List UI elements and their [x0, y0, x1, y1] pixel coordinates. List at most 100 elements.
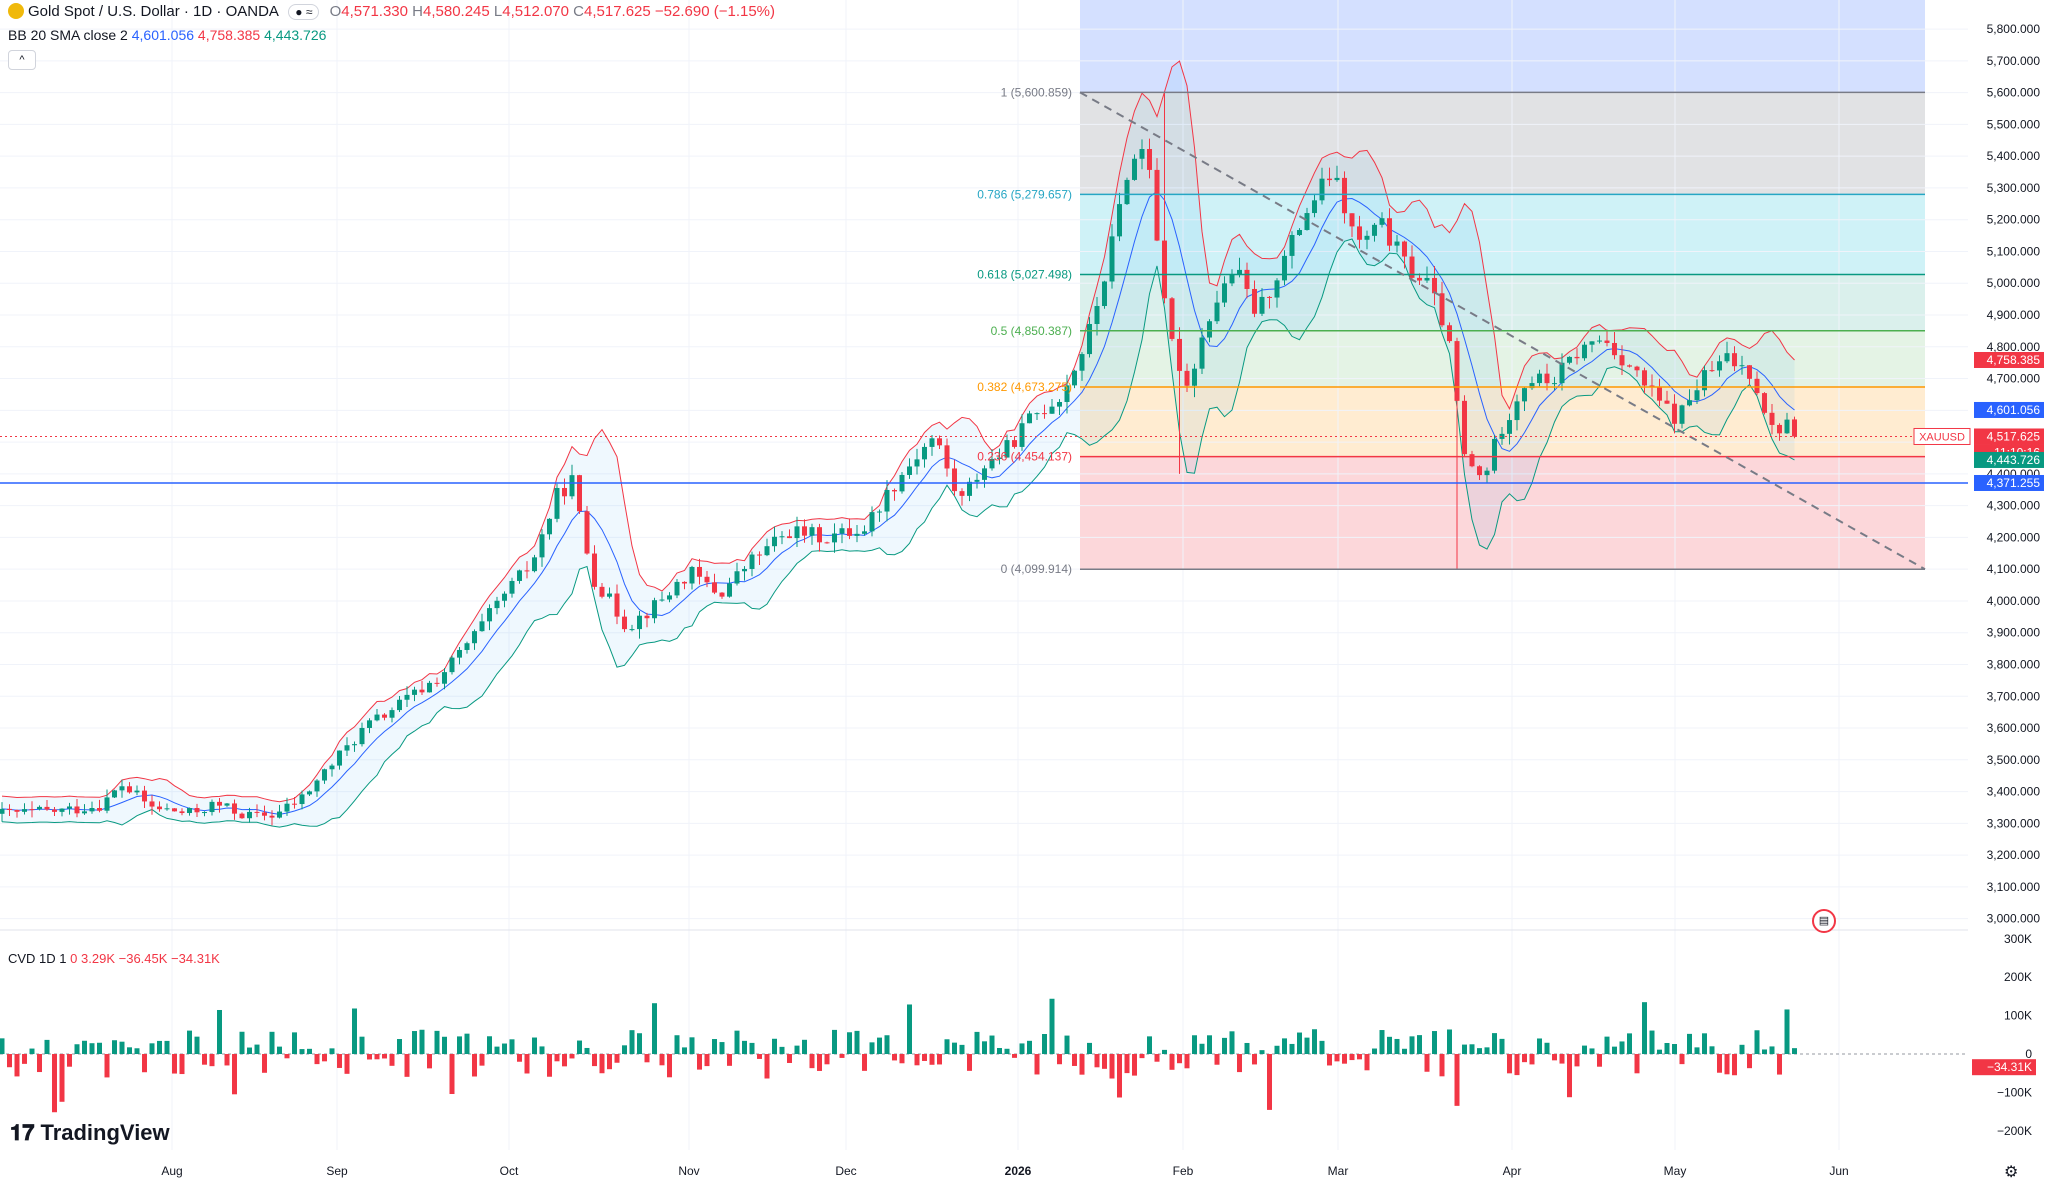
cvd-bar [1732, 1054, 1737, 1076]
cvd-bar [1252, 1054, 1257, 1065]
price-axis: 5,800.000 5,700.000 5,600.000 5,500.000 5,40… [1913, 22, 2044, 926]
candle-body [1664, 400, 1670, 404]
cvd-bar [862, 1054, 867, 1071]
symbol-tag [1913, 427, 1971, 445]
open-value: 4,571.330 [341, 3, 408, 20]
cvd-bar [1784, 1009, 1790, 1055]
candle-body [119, 786, 125, 791]
candle-body [712, 582, 717, 593]
price-axis-tick: 4,000.000 [1987, 594, 2041, 608]
cvd-bar [404, 1054, 410, 1077]
cvd-bar [584, 1047, 590, 1055]
candle-body [877, 511, 882, 513]
cvd-bar [254, 1044, 260, 1055]
candle-body [1544, 373, 1550, 384]
high-value: 4,580.245 [423, 3, 490, 20]
cvd-bar [1162, 1049, 1167, 1055]
candle-body [277, 811, 282, 818]
candle-body [1634, 366, 1640, 371]
price-axis-tick: 3,200.000 [1987, 848, 2041, 862]
candle-body [1304, 213, 1310, 230]
candle-body [1447, 325, 1452, 342]
price-axis-tick: 4,700.000 [1987, 372, 2041, 386]
cvd-bar [937, 1054, 942, 1065]
fib-level-label: 0.382 (4,673.275) [977, 380, 1072, 394]
cvd-bar [547, 1054, 552, 1077]
cvd-bar [194, 1036, 200, 1055]
cvd-bar [884, 1035, 890, 1055]
fib-bands [1080, 0, 1925, 570]
cvd-bar [1657, 1049, 1662, 1055]
cvd-bar [727, 1054, 732, 1066]
candle-body [232, 803, 237, 814]
candle-body [974, 479, 980, 482]
us-flag-icon[interactable]: ▤ [1812, 909, 1836, 933]
cvd-bar [929, 1054, 935, 1065]
cvd-bar [307, 1048, 312, 1055]
cvd-bar [442, 1036, 447, 1055]
cvd-bar [224, 1054, 230, 1066]
price-badge-label: 4,758.385 [1987, 353, 2041, 367]
gear-icon[interactable]: ⚙ [2004, 1164, 2019, 1181]
cvd-bar [1499, 1038, 1505, 1055]
collapse-legend-button[interactable]: ^ [8, 50, 36, 70]
candle-body [1402, 241, 1407, 257]
symbol-title[interactable]: Gold Spot / U.S. Dollar · 1D · OANDA [28, 3, 279, 20]
time-axis-tick: Dec [835, 1164, 856, 1178]
candle-body [1057, 401, 1062, 407]
fib-level-label: 0.236 (4,454.137) [977, 450, 1072, 464]
high-label: H [412, 3, 424, 20]
price-axis-tick: 5,200.000 [1987, 213, 2041, 227]
candle-body [1214, 302, 1220, 322]
bb-label[interactable]: BB 20 SMA close 2 [8, 27, 128, 43]
candle-body [644, 615, 650, 619]
candle-body [1297, 229, 1302, 236]
candle-body [1312, 200, 1317, 214]
cvd-bar [592, 1054, 597, 1067]
candle-body [1064, 385, 1070, 402]
cvd-bar [569, 1054, 575, 1059]
bb-legend[interactable]: BB 20 SMA close 2 4,601.056 4,758.385 4,… [8, 27, 326, 43]
cvd-label[interactable]: CVD 1D 1 [8, 951, 67, 966]
cvd-bar [539, 1046, 545, 1055]
price-axis-tick: 3,600.000 [1987, 721, 2041, 735]
logo-text: TradingView [40, 1120, 170, 1145]
price-axis-tick: 3,100.000 [1987, 880, 2041, 894]
cvd-bar [1057, 1054, 1062, 1065]
cvd-bar [869, 1042, 875, 1055]
candle-body [1327, 178, 1332, 181]
cvd-legend[interactable]: CVD 1D 1 0 3.29K −36.45K −34.31K [8, 951, 220, 966]
candle-body [449, 657, 455, 673]
candle-body [427, 682, 432, 693]
cvd-bar [277, 1046, 282, 1055]
candle-body [869, 512, 875, 532]
candle-body [719, 592, 725, 597]
cvd-bar [389, 1054, 395, 1066]
cvd-bar [1139, 1054, 1145, 1059]
cvd-bar [1282, 1038, 1287, 1055]
candle-body [1132, 158, 1137, 180]
tradingview-logo[interactable]: 𝟏𝟕 TradingView [10, 1120, 170, 1146]
candle-body [1267, 296, 1272, 298]
candle-body [1552, 383, 1557, 385]
time-axis-tick: 2026 [1005, 1164, 1032, 1178]
candle-body [854, 533, 860, 536]
price-axis-tick: 4,800.000 [1987, 340, 2041, 354]
candle-body [1612, 342, 1617, 356]
candle-body [1679, 405, 1685, 424]
change-value: −52.690 (−1.15%) [654, 3, 776, 20]
cvd-bar [97, 1042, 102, 1055]
candle-body [1177, 338, 1182, 371]
cvd-close-value: −34.31K [171, 951, 220, 966]
market-status-badge[interactable]: ● ≈ [288, 4, 320, 20]
cvd-bar [187, 1030, 192, 1055]
cvd-bar [1537, 1038, 1542, 1055]
cvd-bar [479, 1054, 485, 1066]
cvd-bar [749, 1042, 755, 1055]
candle-body [547, 518, 552, 535]
cvd-bar [412, 1031, 417, 1055]
price-badge-label: 4,517.625 [1987, 429, 2041, 443]
cvd-bar [1267, 1054, 1272, 1110]
candle-body [1657, 386, 1662, 401]
